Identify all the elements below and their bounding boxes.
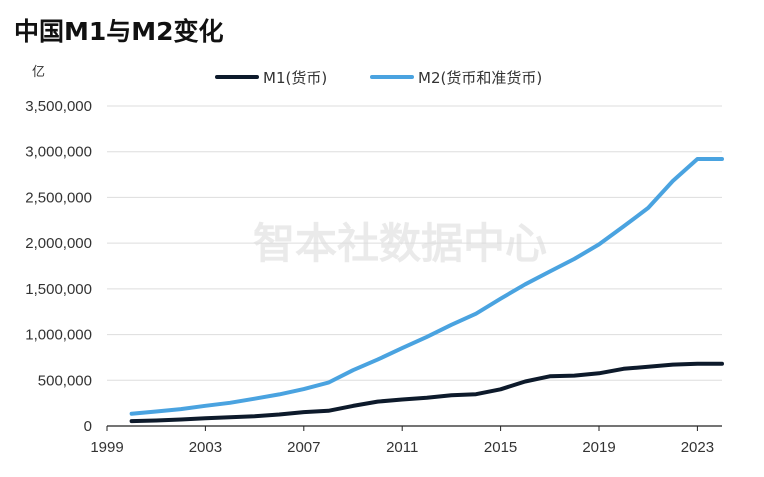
legend: M1(货币) M2(货币和准货币) [215,69,542,87]
legend-label: M2(货币和准货币) [418,69,542,87]
x-tick-label: 2019 [582,439,615,456]
x-tick-label: 2015 [484,439,517,456]
x-tick-label: 2023 [681,439,714,456]
y-axis-unit-label: 亿 [32,65,45,80]
y-tick-label: 3,000,000 [25,144,92,161]
legend-label: M1(货币) [263,69,327,87]
y-tick-label: 0 [84,418,92,435]
y-tick-label: 2,500,000 [25,189,92,206]
y-axis: 0 500,000 1,000,000 1,500,000 2,000,000 2,500… [25,98,92,435]
gridlines [107,105,722,381]
series-group [129,157,724,424]
y-tick-label: 1,000,000 [25,327,92,344]
y-tick-label: 2,000,000 [25,235,92,252]
x-tick-label: 1999 [90,439,123,456]
x-tick-label: 2003 [189,439,222,456]
x-tick-label: 2007 [287,439,320,456]
y-tick-label: 1,500,000 [25,281,92,298]
chart-title: 中国M1与M2变化 [14,17,224,46]
x-tick-label: 2011 [386,439,418,456]
x-axis: 1999 2003 2007 2011 2015 2019 2023 [90,425,722,456]
series-line-m2 [129,157,724,416]
y-tick-label: 500,000 [38,372,92,389]
y-tick-label: 3,500,000 [25,98,92,115]
series-line-m1 [129,361,724,424]
